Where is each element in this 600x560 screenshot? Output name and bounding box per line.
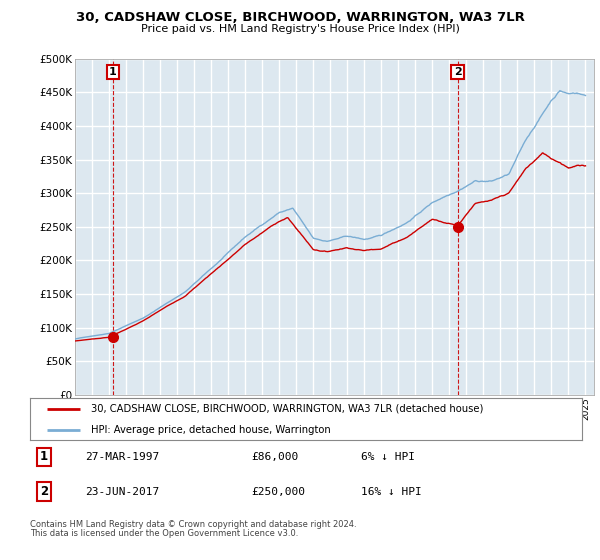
- Text: 1: 1: [109, 67, 117, 77]
- Text: 1: 1: [40, 450, 48, 464]
- Text: 30, CADSHAW CLOSE, BIRCHWOOD, WARRINGTON, WA3 7LR: 30, CADSHAW CLOSE, BIRCHWOOD, WARRINGTON…: [76, 11, 524, 24]
- Text: Price paid vs. HM Land Registry's House Price Index (HPI): Price paid vs. HM Land Registry's House …: [140, 24, 460, 34]
- Text: 16% ↓ HPI: 16% ↓ HPI: [361, 487, 422, 497]
- Text: 2: 2: [40, 486, 48, 498]
- Text: £86,000: £86,000: [251, 452, 298, 462]
- Text: £250,000: £250,000: [251, 487, 305, 497]
- Text: 30, CADSHAW CLOSE, BIRCHWOOD, WARRINGTON, WA3 7LR (detached house): 30, CADSHAW CLOSE, BIRCHWOOD, WARRINGTON…: [91, 404, 483, 414]
- Text: Contains HM Land Registry data © Crown copyright and database right 2024.: Contains HM Land Registry data © Crown c…: [30, 520, 356, 529]
- Text: 23-JUN-2017: 23-JUN-2017: [85, 487, 160, 497]
- Text: This data is licensed under the Open Government Licence v3.0.: This data is licensed under the Open Gov…: [30, 529, 298, 538]
- Text: 27-MAR-1997: 27-MAR-1997: [85, 452, 160, 462]
- Text: 6% ↓ HPI: 6% ↓ HPI: [361, 452, 415, 462]
- Text: 2: 2: [454, 67, 461, 77]
- Text: HPI: Average price, detached house, Warrington: HPI: Average price, detached house, Warr…: [91, 426, 331, 435]
